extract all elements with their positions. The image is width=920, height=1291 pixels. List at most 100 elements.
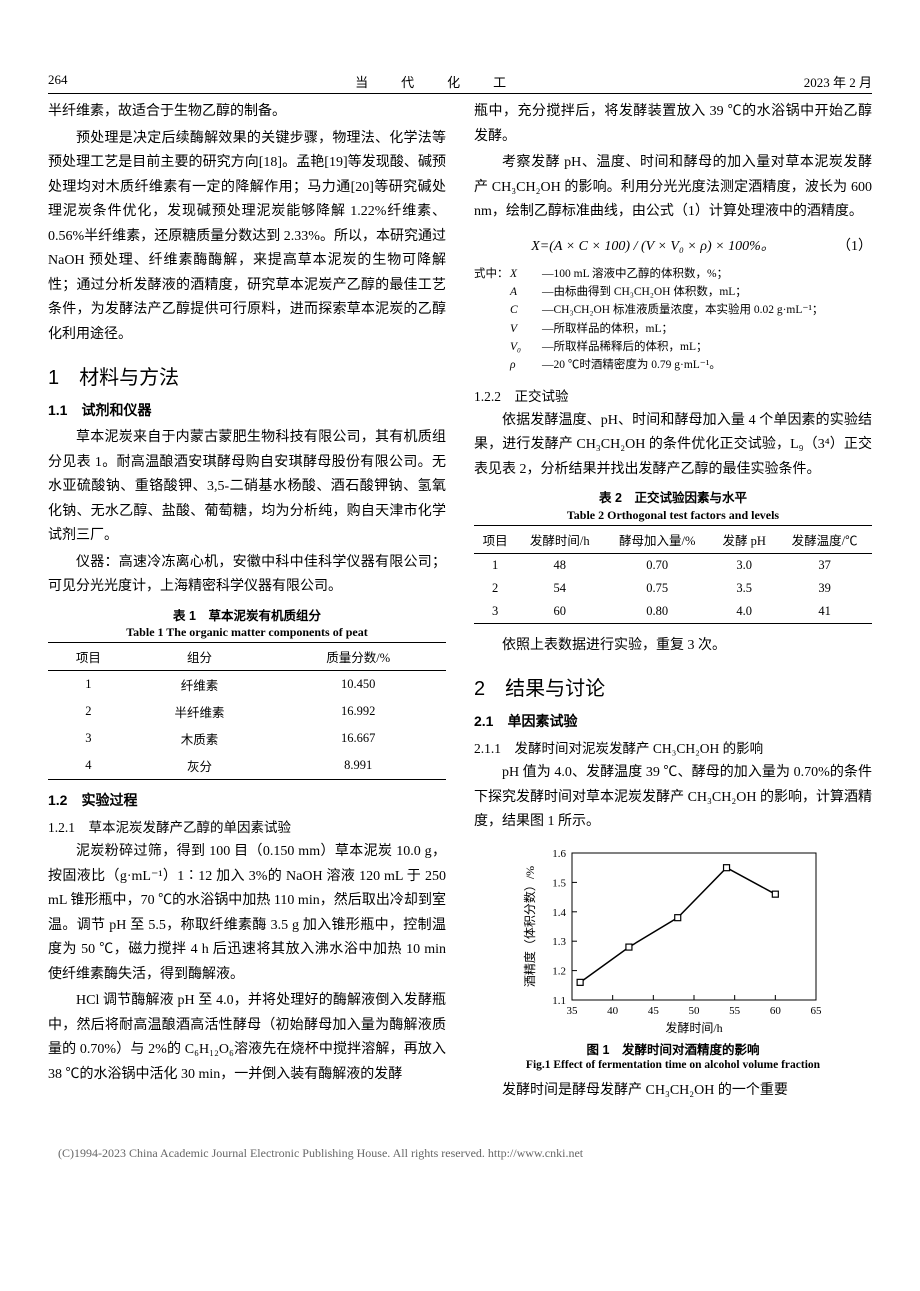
note-desc: —由标曲得到 CH₃CH₂OH 体积数，mL； <box>542 283 872 301</box>
para: 考察发酵 pH、温度、时间和酵母的加入量对草本泥炭发酵产 CH₃CH₂OH 的影… <box>474 151 872 225</box>
subsubsection-2-1-1: 2.1.1 发酵时间对泥炭发酵产 CH₃CH₂OH 的影响 <box>474 737 872 757</box>
table1-h2: 质量分数/% <box>270 643 446 671</box>
cell: 8.991 <box>270 752 446 780</box>
notes-lead: 式中： <box>474 265 510 283</box>
cell: 半纤维素 <box>129 698 271 725</box>
svg-text:酒精度（体积分数）/%: 酒精度（体积分数）/% <box>522 866 537 987</box>
formula-expression: X=(A × C × 100) / (V × V₀ × ρ) × 100%。 <box>474 235 832 255</box>
para: 发酵时间是酵母发酵产 CH₃CH₂OH 的一个重要 <box>474 1079 872 1104</box>
svg-text:55: 55 <box>729 1005 741 1017</box>
table-row: 3 60 0.80 4.0 41 <box>474 600 872 624</box>
table-row: 1 48 0.70 3.0 37 <box>474 553 872 577</box>
svg-text:1.5: 1.5 <box>552 877 566 889</box>
table1-h0: 项目 <box>48 643 129 671</box>
page-header: 264 当 代 化 工 2023 年 2 月 <box>48 72 872 94</box>
table-row: 1 纤维素 10.450 <box>48 671 446 699</box>
cell: 3.5 <box>711 577 777 600</box>
cell: 16.667 <box>270 725 446 752</box>
svg-text:35: 35 <box>567 1005 579 1017</box>
table-row: 3 木质素 16.667 <box>48 725 446 752</box>
svg-text:45: 45 <box>648 1005 660 1017</box>
subsection-1-2: 1.2 实验过程 <box>48 790 446 810</box>
cell: 48 <box>516 553 603 577</box>
cell: 3 <box>48 725 129 752</box>
cell: 2 <box>474 577 516 600</box>
cell: 16.992 <box>270 698 446 725</box>
svg-text:40: 40 <box>607 1005 619 1017</box>
para: 泥炭粉碎过筛，得到 100 目（0.150 mm）草本泥炭 10.0 g，按固液… <box>48 840 446 987</box>
cell: 3 <box>474 600 516 624</box>
section-heading-2: 2 结果与讨论 <box>474 672 872 701</box>
para: 依据发酵温度、pH、时间和酵母加入量 4 个单因素的实验结果，进行发酵产 CH₃… <box>474 409 872 483</box>
note-sym: A <box>510 283 542 301</box>
cell: 0.75 <box>603 577 711 600</box>
subsection-2-1: 2.1 单因素试验 <box>474 711 872 731</box>
cell: 3.0 <box>711 553 777 577</box>
formula-1: X=(A × C × 100) / (V × V₀ × ρ) × 100%。 （… <box>474 235 872 255</box>
page-number: 264 <box>48 72 68 91</box>
table1-caption-cn: 表 1 草本泥炭有机质组分 <box>48 608 446 626</box>
para: 仪器：高速冷冻离心机，安徽中科中佳科学仪器有限公司；可见分光光度计，上海精密科学… <box>48 551 446 600</box>
cell: 39 <box>777 577 872 600</box>
page-container: 264 当 代 化 工 2023 年 2 月 半纤维素，故适合于生物乙醇的制备。… <box>0 0 920 1209</box>
issue-date: 2023 年 2 月 <box>804 72 872 91</box>
cell: 纤维素 <box>129 671 271 699</box>
formula-number: （1） <box>832 235 872 255</box>
note-desc: —所取样品稀释后的体积，mL； <box>542 338 872 356</box>
cell: 60 <box>516 600 603 624</box>
fig1-caption-cn: 图 1 发酵时间对酒精度的影响 <box>474 1042 872 1060</box>
table2-h3: 发酵 pH <box>711 525 777 553</box>
table2-h2: 酵母加入量/% <box>603 525 711 553</box>
para: HCl 调节酶解液 pH 至 4.0，并将处理好的酶解液倒入发酵瓶中，然后将耐高… <box>48 989 446 1087</box>
note-desc: —100 mL 溶液中乙醇的体积数，%； <box>542 265 872 283</box>
page-footer: (C)1994-2023 China Academic Journal Elec… <box>48 1146 872 1161</box>
formula-notes: 式中： X —100 mL 溶液中乙醇的体积数，%； A —由标曲得到 CH₃C… <box>474 265 872 375</box>
note-sym: V₀ <box>510 338 542 356</box>
table1: 项目 组分 质量分数/% 1 纤维素 10.450 2 半纤维素 16.992 <box>48 642 446 780</box>
table2: 项目 发酵时间/h 酵母加入量/% 发酵 pH 发酵温度/℃ 1 48 0.70… <box>474 525 872 624</box>
subsubsection-1-2-2: 1.2.2 正交试验 <box>474 385 872 405</box>
svg-text:50: 50 <box>689 1005 701 1017</box>
table1-caption-en: Table 1 The organic matter components of… <box>48 625 446 640</box>
cell: 37 <box>777 553 872 577</box>
cell: 1 <box>48 671 129 699</box>
cell: 灰分 <box>129 752 271 780</box>
note-sym: C <box>510 301 542 319</box>
table2-caption-en: Table 2 Orthogonal test factors and leve… <box>474 508 872 523</box>
cell: 4.0 <box>711 600 777 624</box>
svg-text:65: 65 <box>811 1005 823 1017</box>
para: 预处理是决定后续酶解效果的关键步骤，物理法、化学法等预处理工艺是目前主要的研究方… <box>48 127 446 348</box>
table-row: 2 54 0.75 3.5 39 <box>474 577 872 600</box>
note-sym: X <box>510 265 542 283</box>
para: 草本泥炭来自于内蒙古蒙肥生物科技有限公司，其有机质组分见表 1。耐高温酿酒安琪酵… <box>48 426 446 549</box>
cell: 54 <box>516 577 603 600</box>
svg-text:1.3: 1.3 <box>552 936 566 948</box>
table2-h1: 发酵时间/h <box>516 525 603 553</box>
svg-text:发酵时间/h: 发酵时间/h <box>665 1020 722 1035</box>
journal-title: 当 代 化 工 <box>355 72 516 91</box>
note-desc: —所取样品的体积，mL； <box>542 320 872 338</box>
figure-1-chart: 354045505560651.11.21.31.41.51.6发酵时间/h酒精… <box>518 843 828 1038</box>
note-sym: ρ <box>510 356 542 374</box>
cell: 4 <box>48 752 129 780</box>
svg-text:1.1: 1.1 <box>552 995 566 1007</box>
left-column: 半纤维素，故适合于生物乙醇的制备。 预处理是决定后续酶解效果的关键步骤，物理法、… <box>48 100 446 1106</box>
note-sym: V <box>510 320 542 338</box>
para: pH 值为 4.0、发酵温度 39 ℃、酵母的加入量为 0.70%的条件下探究发… <box>474 761 872 835</box>
para-continuation: 半纤维素，故适合于生物乙醇的制备。 <box>48 100 446 125</box>
subsubsection-1-2-1: 1.2.1 草本泥炭发酵产乙醇的单因素试验 <box>48 816 446 836</box>
svg-text:1.2: 1.2 <box>552 965 566 977</box>
cell: 2 <box>48 698 129 725</box>
table1-h1: 组分 <box>129 643 271 671</box>
fig1-caption-en: Fig.1 Effect of fermentation time on alc… <box>474 1059 872 1071</box>
note-desc: —CH₃CH₂OH 标准液质量浓度，本实验用 0.02 g·mL⁻¹； <box>542 301 872 319</box>
table-row: 4 灰分 8.991 <box>48 752 446 780</box>
svg-text:60: 60 <box>770 1005 782 1017</box>
note-desc: —20 ℃时酒精密度为 0.79 g·mL⁻¹。 <box>542 356 872 374</box>
cell: 0.80 <box>603 600 711 624</box>
para-continuation: 瓶中，充分搅拌后，将发酵装置放入 39 ℃的水浴锅中开始乙醇发酵。 <box>474 100 872 149</box>
subsection-1-1: 1.1 试剂和仪器 <box>48 400 446 420</box>
para: 依照上表数据进行实验，重复 3 次。 <box>474 634 872 659</box>
table2-caption-cn: 表 2 正交试验因素与水平 <box>474 490 872 508</box>
cell: 1 <box>474 553 516 577</box>
